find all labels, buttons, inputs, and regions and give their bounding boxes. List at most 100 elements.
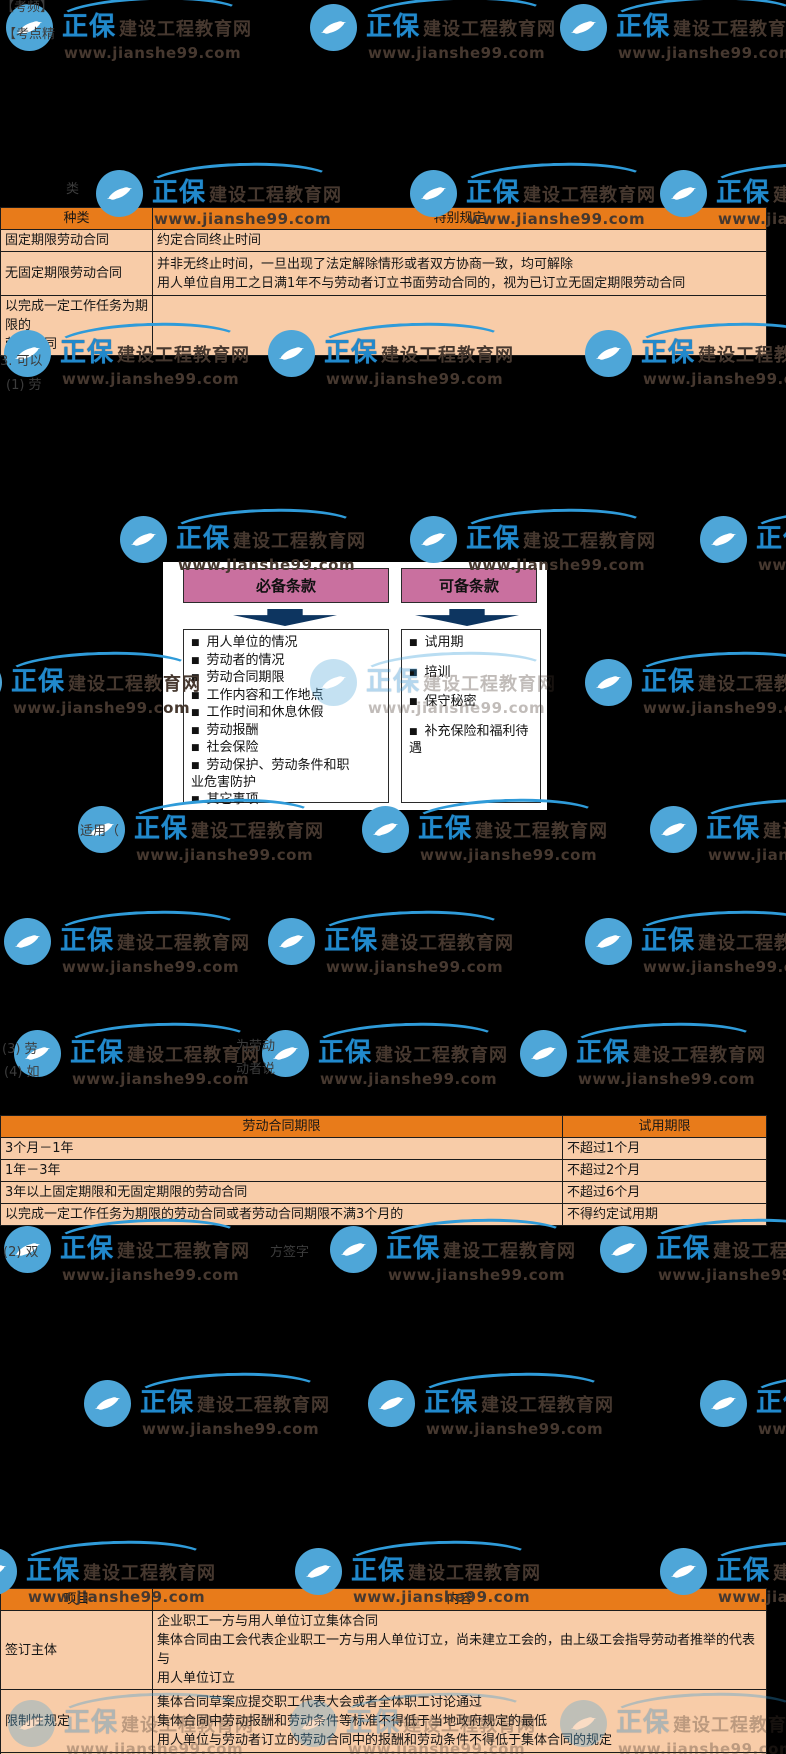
zhengbao-logo-icon xyxy=(650,806,697,853)
zhengbao-logo-icon xyxy=(0,659,2,706)
down-arrow-icon xyxy=(415,609,519,626)
table-header-cell: 种类 xyxy=(0,207,153,230)
zhengbao-logo-icon xyxy=(520,1030,567,1077)
table-header-cell: 项目 xyxy=(0,1588,153,1611)
zhengbao-logo-icon xyxy=(410,516,457,563)
zhengbao-logo-icon xyxy=(368,1380,415,1427)
table-cell: 以完成一定工作任务为期限的劳动合同或者劳动合同期限不满3个月的 xyxy=(0,1203,563,1226)
table-header-row: 种类 特别规定 xyxy=(0,207,767,230)
table-header-row: 项目 内容 xyxy=(0,1588,767,1611)
swoosh-arc-icon xyxy=(459,159,649,207)
zhengbao-logo-icon xyxy=(560,4,607,51)
required-clauses-list: 用人单位的情况 劳动者的情况 劳动合同期限 工作内容和工作地点 工作时间和休息休… xyxy=(183,629,389,807)
swoosh-arc-icon xyxy=(145,159,335,207)
fragment-text: 为劳动 xyxy=(236,1039,276,1054)
table-cell: 以完成一定工作任务为期限的 劳动合同 xyxy=(0,295,153,356)
fragment-text: 3. 可以 xyxy=(0,354,43,369)
swoosh-arc-icon xyxy=(53,907,243,955)
table-cell: 劳动行政部门自收到集体合同文本之日起15日未提出异议的，集体合同生效 xyxy=(152,1752,767,1754)
table-cell: 并非无终止时间，一旦出现了法定解除情形或者双方协商一致，均可解除 用人单位自用工… xyxy=(152,251,767,296)
zhengbao-logo-icon xyxy=(120,516,167,563)
swoosh-arc-icon xyxy=(417,1369,607,1417)
swoosh-arc-icon xyxy=(317,907,507,955)
list-item: 培训 xyxy=(409,665,538,683)
table-header-cell: 内容 xyxy=(152,1588,767,1611)
fragment-text: 【考点精 xyxy=(3,27,56,42)
fragment-text: (4) 如 xyxy=(4,1065,40,1080)
zhengbao-logo-icon xyxy=(268,918,315,965)
contract-clauses-diagram: 必备条款 可备条款 用人单位的情况 劳动者的情况 劳动合同期限 工作内容和工作地… xyxy=(163,562,547,810)
list-item: 工作内容和工作地点 xyxy=(191,688,386,706)
contract-type-table: 种类 特别规定 固定期限劳动合同 约定合同终止时间 无固定期限劳动合同 并非无终… xyxy=(0,207,767,356)
swoosh-arc-icon xyxy=(459,505,649,553)
list-item: 社会保险 xyxy=(191,740,386,758)
zhengbao-logo-icon xyxy=(330,1226,377,1273)
table-row: 1年－3年 不超过2个月 xyxy=(0,1159,767,1182)
swoosh-arc-icon xyxy=(634,648,786,696)
table-cell: 无固定期限劳动合同 xyxy=(0,251,153,296)
list-item: 劳动报酬 xyxy=(191,723,386,741)
table-cell: 固定期限劳动合同 xyxy=(0,229,153,252)
probation-period-table: 劳动合同期限 试用期限 3个月－1年 不超过1个月 1年－3年 不超过2个月 3… xyxy=(0,1115,767,1226)
table-cell: 签订主体 xyxy=(0,1610,153,1690)
required-clauses-header: 必备条款 xyxy=(183,568,389,603)
table-header-cell: 试用期限 xyxy=(562,1115,767,1138)
zhengbao-logo-icon xyxy=(700,516,747,563)
table-cell: 限制性规定 xyxy=(0,1689,153,1753)
table-cell: 集体合同草案应提交职工代表大会或者全体职工讨论通过 集体合同中劳动报酬和劳动条件… xyxy=(152,1689,767,1753)
table-row: 固定期限劳动合同 约定合同终止时间 xyxy=(0,229,767,252)
list-item: 试用期 xyxy=(409,635,538,653)
swoosh-arc-icon xyxy=(634,907,786,955)
swoosh-arc-icon xyxy=(609,0,786,41)
list-item: 其它事项 xyxy=(191,792,386,810)
swoosh-arc-icon xyxy=(133,1369,323,1417)
zhengbao-logo-icon xyxy=(310,4,357,51)
table-header-cell: 特别规定 xyxy=(152,207,767,230)
list-item: 劳动合同期限 xyxy=(191,670,386,688)
list-item: 用人单位的情况 xyxy=(191,635,386,653)
zhengbao-logo-icon xyxy=(700,1380,747,1427)
optional-clauses-header: 可备条款 xyxy=(401,568,537,603)
table-row: 集体合同的生效 劳动行政部门自收到集体合同文本之日起15日未提出异议的，集体合同… xyxy=(0,1752,767,1754)
list-item: 工作时间和休息休假 xyxy=(191,705,386,723)
list-item: 保守秘密 xyxy=(409,694,538,712)
fragment-text: 类 xyxy=(66,182,80,197)
table-header-cell: 劳动合同期限 xyxy=(0,1115,563,1138)
fragment-text: 【考频】 xyxy=(1,0,54,15)
table-cell xyxy=(152,295,767,356)
list-item: 劳动保护、劳动条件和职 业危害防护 xyxy=(191,758,386,792)
table-cell: 企业职工一方与用人单位订立集体合同 集体合同由工会代表企业职工一方与用人单位订立… xyxy=(152,1610,767,1690)
fragment-text: 方签字 xyxy=(270,1245,310,1260)
swoosh-arc-icon xyxy=(699,795,786,843)
swoosh-arc-icon xyxy=(55,0,245,41)
